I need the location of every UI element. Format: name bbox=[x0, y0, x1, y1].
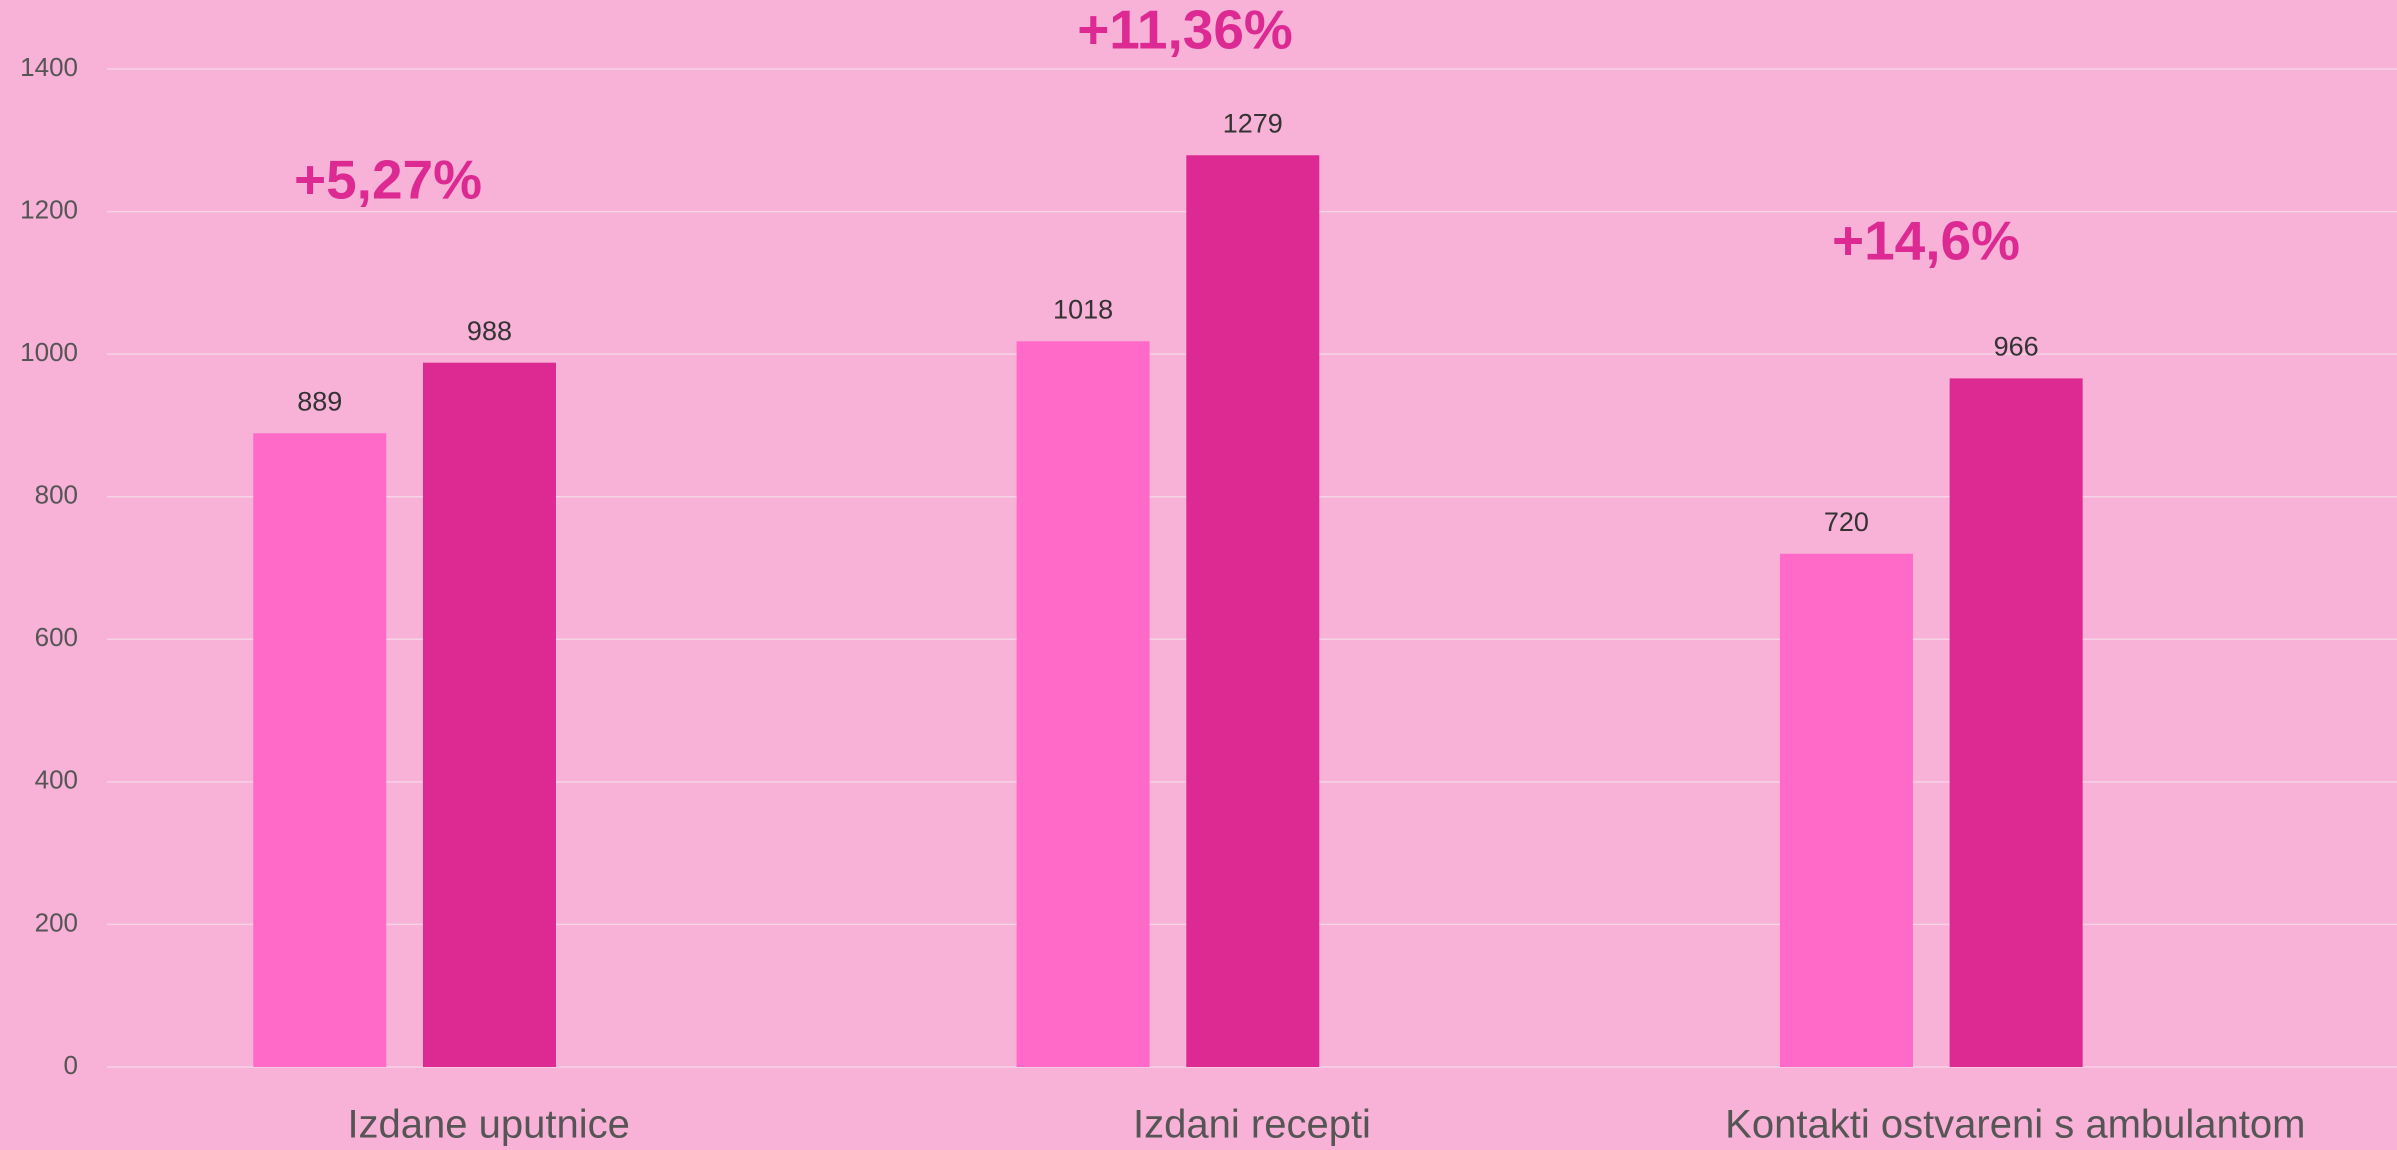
bar bbox=[253, 433, 387, 1067]
value-label: 1279 bbox=[1223, 108, 1283, 138]
annotation: +5,27% bbox=[294, 149, 482, 211]
y-tick-label: 1200 bbox=[20, 194, 78, 224]
annotation: +11,36% bbox=[1077, 0, 1293, 61]
bar bbox=[422, 362, 556, 1067]
x-tick-label: Izdani recepti bbox=[1133, 1103, 1371, 1147]
annotation: +14,6% bbox=[1832, 210, 2020, 272]
y-tick-label: 1400 bbox=[20, 52, 78, 82]
y-tick-label: 400 bbox=[35, 765, 78, 795]
bar bbox=[1779, 553, 1913, 1067]
x-tick-label: Izdane uputnice bbox=[347, 1103, 629, 1147]
value-label: 988 bbox=[467, 316, 512, 346]
y-tick-label: 1000 bbox=[20, 337, 78, 367]
y-tick-label: 200 bbox=[35, 907, 78, 937]
y-tick-label: 800 bbox=[35, 480, 78, 510]
bar bbox=[1186, 155, 1320, 1067]
y-tick-label: 600 bbox=[35, 622, 78, 652]
bar bbox=[1016, 341, 1150, 1068]
value-label: 966 bbox=[1994, 332, 2039, 362]
value-label: 720 bbox=[1824, 507, 1869, 537]
x-tick-label: Kontakti ostvareni s ambulantom bbox=[1725, 1103, 2305, 1147]
value-label: 889 bbox=[297, 386, 342, 416]
value-label: 1018 bbox=[1053, 294, 1113, 324]
y-tick-label: 0 bbox=[64, 1050, 78, 1080]
bar bbox=[1949, 378, 2083, 1067]
